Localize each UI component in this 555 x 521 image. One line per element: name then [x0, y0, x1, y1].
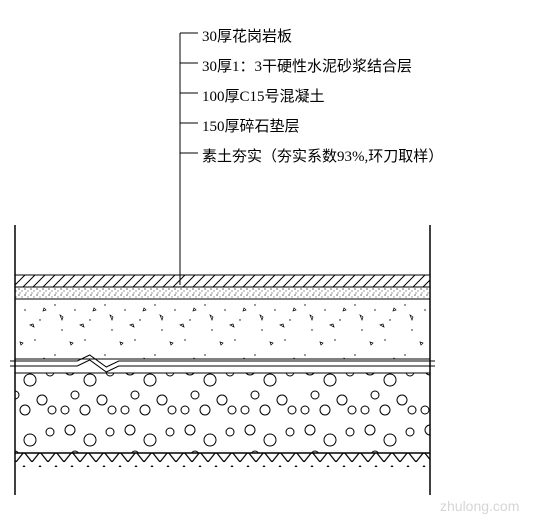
layer-gravel — [15, 373, 430, 453]
layer-label-2: 100厚C15号混凝土 — [202, 85, 325, 106]
layer-mortar — [15, 287, 430, 299]
layer-label-1: 30厚1：3干硬性水泥砂浆结合层 — [202, 55, 412, 76]
layer-soil — [15, 453, 430, 467]
layer-label-0: 30厚花岗岩板 — [202, 25, 292, 46]
layer-granite — [15, 275, 430, 287]
layer-label-3: 150厚碎石垫层 — [202, 115, 300, 136]
layer-concrete — [15, 299, 430, 359]
layer-label-4: 素土夯实（夯实系数93%,环刀取样） — [202, 145, 443, 166]
watermark: zhulong.com — [440, 498, 519, 514]
